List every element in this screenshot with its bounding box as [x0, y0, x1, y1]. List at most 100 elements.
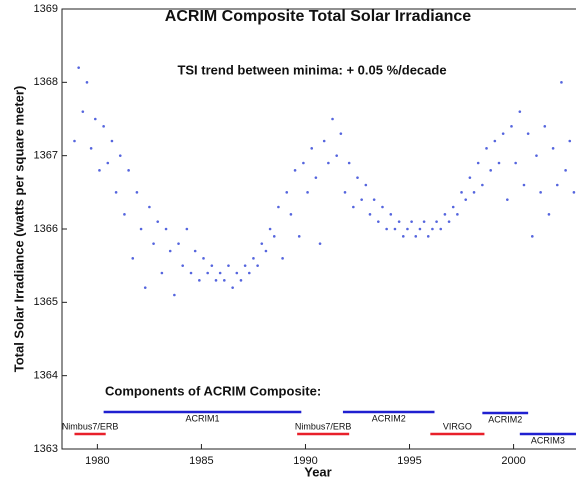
data-point [352, 205, 355, 209]
data-point [397, 220, 401, 223]
data-point [401, 235, 405, 238]
x-axis-label: Year [304, 464, 331, 479]
data-point [510, 125, 513, 128]
data-point [148, 205, 151, 209]
data-point [414, 235, 418, 238]
data-point [302, 161, 305, 165]
data-point [160, 271, 164, 275]
data-point [551, 147, 555, 150]
data-point [422, 220, 426, 223]
data-point [81, 110, 85, 113]
data-point [235, 271, 239, 275]
data-point [385, 227, 388, 231]
data-point [389, 213, 393, 216]
data-point [501, 132, 505, 135]
component-label: ACRIM2 [372, 413, 406, 423]
data-point [306, 191, 309, 194]
data-point [247, 271, 251, 275]
data-point [364, 183, 368, 187]
components-title: Components of ACRIM Composite: [105, 383, 321, 398]
data-point [297, 235, 301, 238]
data-point [198, 279, 201, 282]
data-point [522, 183, 526, 187]
data-point [256, 264, 259, 267]
data-point [547, 213, 551, 216]
data-point [468, 176, 472, 179]
data-point [472, 191, 476, 194]
data-point [223, 279, 226, 282]
data-point [506, 198, 509, 201]
data-point [564, 169, 567, 172]
data-point [114, 191, 118, 194]
data-point [139, 227, 143, 231]
data-point [93, 117, 97, 121]
data-point [143, 286, 147, 289]
data-point [268, 227, 272, 231]
data-point [514, 161, 517, 165]
data-point [464, 198, 468, 201]
data-point [281, 257, 284, 260]
component-label: ACRIM1 [185, 413, 219, 423]
data-point [264, 249, 268, 253]
data-point [85, 81, 89, 84]
data-point [293, 169, 297, 172]
component-label: Nimbus7/ERB [295, 421, 352, 431]
data-point [530, 235, 534, 238]
data-point [526, 132, 530, 135]
data-point [231, 286, 234, 289]
data-point [156, 220, 160, 223]
data-point [73, 139, 76, 143]
data-point [543, 125, 547, 128]
data-point [181, 264, 184, 267]
data-point [285, 191, 289, 194]
data-point [106, 161, 110, 165]
x-tick-label: 2000 [501, 455, 525, 467]
data-point [572, 191, 576, 194]
data-point [393, 227, 397, 231]
data-point [202, 257, 205, 260]
y-tick-label: 1366 [34, 223, 58, 235]
chart-title: ACRIM Composite Total Solar Irradiance [165, 8, 472, 25]
data-point [214, 279, 218, 282]
data-point [539, 191, 542, 194]
data-point [260, 242, 264, 245]
data-point [102, 125, 105, 128]
data-point [518, 110, 522, 113]
data-point [89, 147, 93, 150]
data-point [489, 169, 492, 172]
data-point [426, 235, 430, 238]
data-point [168, 249, 172, 253]
component-label: ACRIM2 [488, 414, 522, 424]
data-point [173, 293, 176, 297]
data-point [368, 213, 372, 216]
data-point [335, 154, 338, 157]
data-point [318, 242, 322, 245]
data-point [435, 220, 438, 223]
data-point [481, 183, 484, 187]
component-label: Nimbus7/ERB [62, 421, 119, 431]
data-point [568, 139, 572, 143]
data-point [439, 227, 443, 231]
annotation: TSI trend between minima: + 0.05 %/decad… [177, 62, 446, 77]
x-tick-label: 1980 [85, 455, 109, 467]
y-tick-label: 1369 [34, 3, 58, 15]
data-point [185, 227, 189, 231]
data-point [476, 161, 480, 165]
data-point [443, 213, 447, 216]
data-point [77, 66, 80, 69]
data-point [372, 198, 376, 201]
data-point [535, 154, 538, 157]
data-point [177, 242, 180, 245]
data-point [277, 205, 280, 209]
data-point [243, 264, 247, 267]
data-point [252, 257, 255, 260]
data-point [331, 117, 334, 121]
data-point [360, 198, 363, 201]
data-point [447, 220, 451, 223]
data-point [152, 242, 155, 245]
data-point [218, 271, 222, 275]
data-point [485, 147, 488, 150]
data-point [135, 191, 139, 194]
data-point [322, 139, 326, 143]
